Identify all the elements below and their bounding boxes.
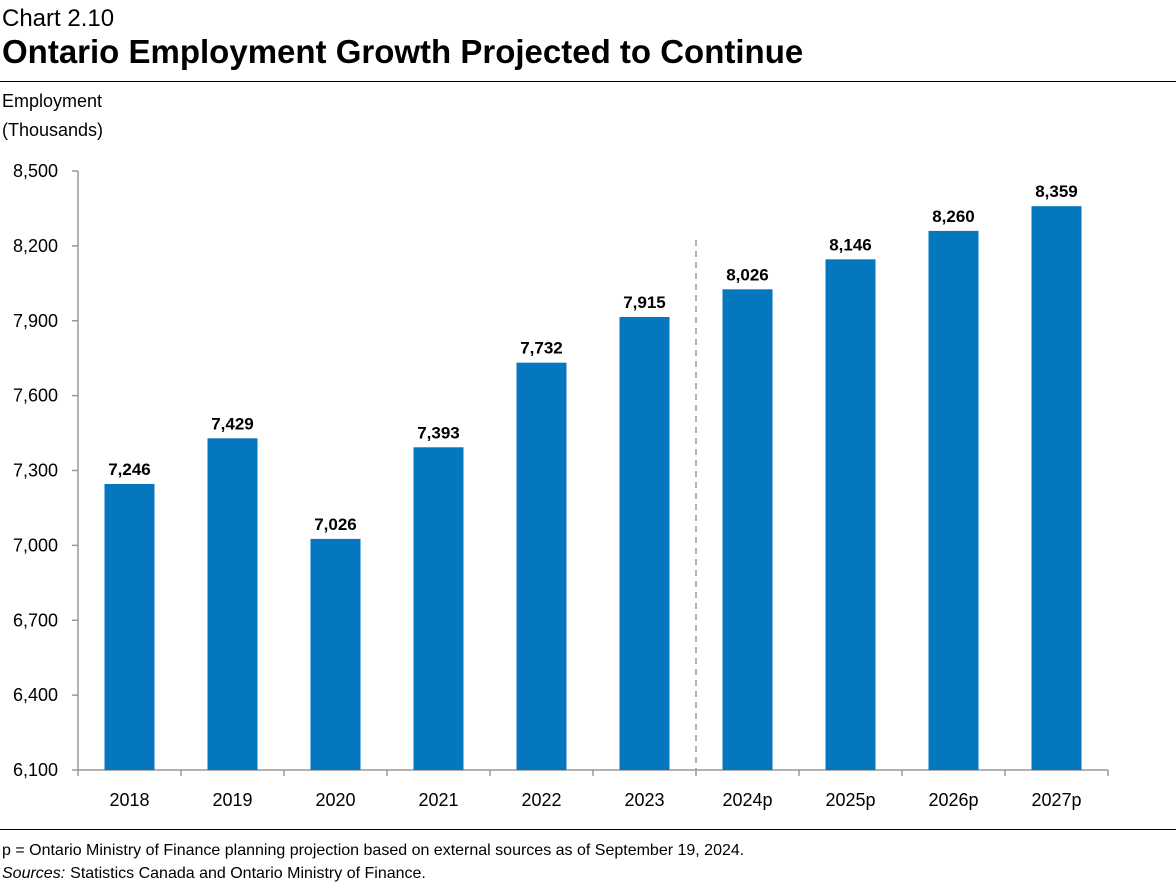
value-label: 7,429 <box>211 414 254 433</box>
chart-number: Chart 2.10 <box>2 5 114 32</box>
bar <box>928 230 979 770</box>
value-label: 7,915 <box>623 293 666 312</box>
x-tick-label: 2019 <box>212 790 252 810</box>
x-tick-label: 2023 <box>624 790 664 810</box>
x-tick-label: 2025p <box>825 790 875 810</box>
sources: Sources: Statistics Canada and Ontario Mi… <box>2 865 426 882</box>
x-tick-label: 2026p <box>928 790 978 810</box>
value-label: 7,026 <box>314 515 357 534</box>
y-axis-label: (Thousands) <box>2 120 103 140</box>
value-label: 8,026 <box>726 265 769 284</box>
value-label: 7,393 <box>417 423 460 442</box>
bar <box>825 259 876 770</box>
chart-title: Ontario Employment Growth Projected to C… <box>2 33 803 70</box>
x-tick-label: 2018 <box>109 790 149 810</box>
x-tick-label: 2024p <box>722 790 772 810</box>
footnote: p = Ontario Ministry of Finance planning… <box>2 842 744 859</box>
y-tick-label: 6,100 <box>13 760 58 780</box>
bar <box>516 362 567 770</box>
bar <box>207 438 258 770</box>
x-tick-label: 2021 <box>418 790 458 810</box>
y-tick-label: 8,500 <box>13 161 58 181</box>
y-tick-label: 8,200 <box>13 236 58 256</box>
bar <box>619 317 670 770</box>
x-tick-label: 2027p <box>1031 790 1081 810</box>
sources-text: Statistics Canada and Ontario Ministry o… <box>70 865 426 882</box>
bar <box>310 538 361 770</box>
x-tick-label: 2022 <box>521 790 561 810</box>
value-label: 8,359 <box>1035 182 1078 201</box>
value-label: 8,260 <box>932 207 975 226</box>
y-tick-label: 7,600 <box>13 386 58 406</box>
y-tick-label: 6,700 <box>13 610 58 630</box>
bar <box>104 483 155 770</box>
bar <box>722 289 773 770</box>
y-tick-label: 7,300 <box>13 461 58 481</box>
value-label: 7,246 <box>108 460 151 479</box>
bar <box>1031 206 1082 770</box>
value-label: 8,146 <box>829 235 872 254</box>
value-label: 7,732 <box>520 339 563 358</box>
bar <box>413 447 464 770</box>
x-tick-label: 2020 <box>315 790 355 810</box>
y-tick-label: 6,400 <box>13 685 58 705</box>
y-tick-label: 7,000 <box>13 535 58 555</box>
sources-label: Sources: <box>2 865 65 882</box>
y-tick-label: 7,900 <box>13 311 58 331</box>
y-axis-label: Employment <box>2 91 102 111</box>
